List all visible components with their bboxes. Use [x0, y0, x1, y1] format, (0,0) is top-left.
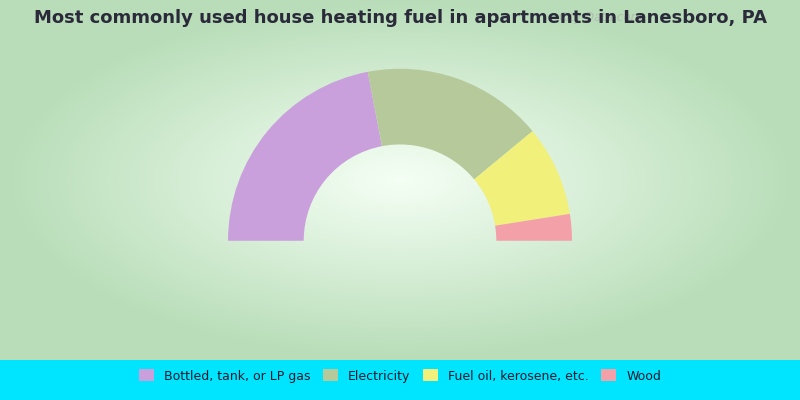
Legend: Bottled, tank, or LP gas, Electricity, Fuel oil, kerosene, etc., Wood: Bottled, tank, or LP gas, Electricity, F…	[139, 369, 661, 383]
Wedge shape	[368, 69, 533, 179]
Wedge shape	[474, 131, 570, 226]
Text: City-Data.com: City-Data.com	[558, 11, 642, 24]
Wedge shape	[228, 72, 382, 241]
Wedge shape	[495, 214, 572, 241]
Text: Most commonly used house heating fuel in apartments in Lanesboro, PA: Most commonly used house heating fuel in…	[34, 9, 766, 27]
